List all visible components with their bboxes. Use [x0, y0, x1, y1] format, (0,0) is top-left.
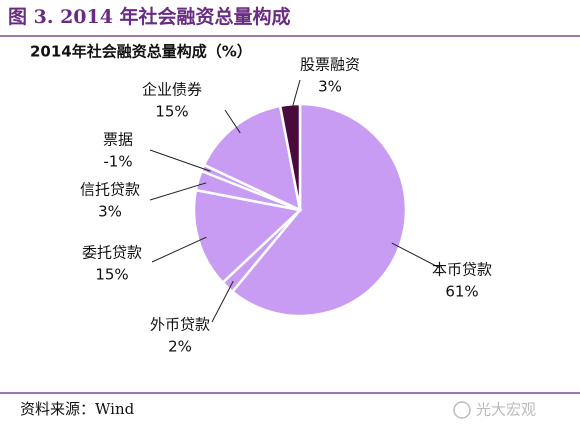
value-label: 2% — [168, 338, 192, 356]
leader-line — [151, 236, 207, 263]
slice-label: 股票融资 — [300, 56, 360, 74]
leader-line — [224, 109, 241, 134]
pie-slice — [230, 102, 408, 318]
value-label: 15% — [155, 103, 188, 121]
value-label: 3% — [318, 78, 342, 96]
watermark-icon — [453, 401, 471, 419]
value-label: 15% — [95, 266, 128, 284]
watermark: 光大宏观 — [476, 401, 536, 419]
slice-label: 企业债券 — [142, 81, 202, 99]
pie-slice — [278, 102, 302, 211]
slice-label: 外币贷款 — [150, 316, 210, 334]
leader-line — [149, 182, 207, 201]
slice-label: 信托贷款 — [80, 181, 140, 199]
leader-line — [211, 280, 234, 323]
value-label: 61% — [445, 283, 478, 301]
leader-line — [290, 79, 301, 114]
slice-label: 委托贷款 — [82, 244, 142, 262]
slice-label: 票据 — [103, 131, 133, 149]
figure-title: 图 3. 2014 年社会融资总量构成 — [8, 5, 291, 28]
leader-line — [149, 149, 211, 172]
leader-line — [391, 242, 441, 269]
pie-slice — [202, 104, 302, 213]
source: 资料来源：Wind — [20, 400, 135, 418]
value-label: -1% — [103, 153, 132, 171]
slice-label: 本币贷款 — [432, 261, 492, 279]
pie-slice — [192, 188, 303, 285]
chart-title: 2014年社会融资总量构成（%） — [30, 43, 252, 61]
value-label: 3% — [98, 203, 122, 221]
